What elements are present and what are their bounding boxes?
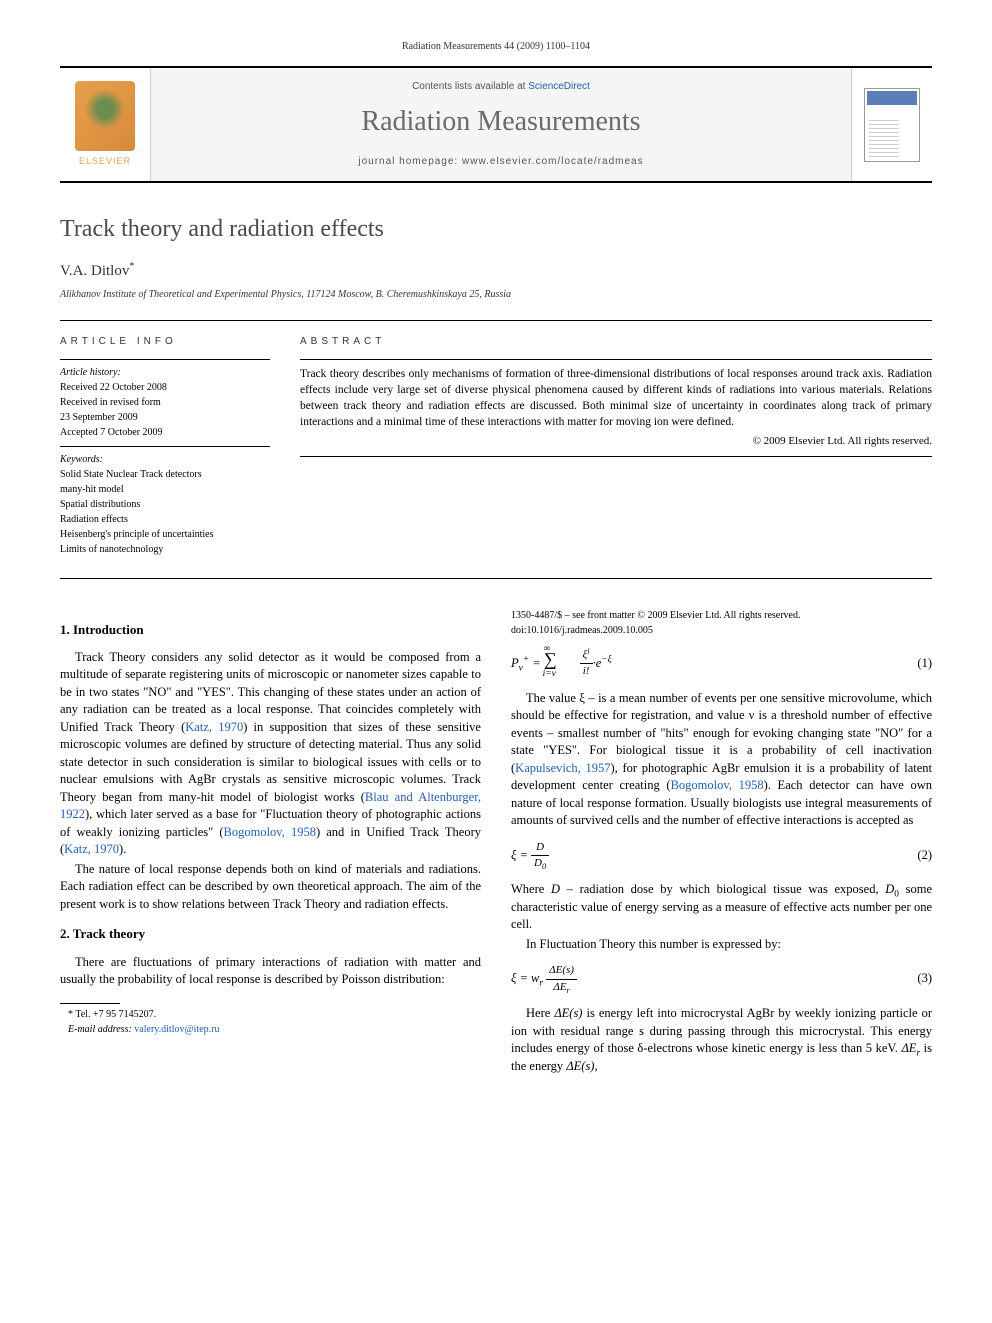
text: Where bbox=[511, 882, 551, 896]
abstract-heading: ABSTRACT bbox=[300, 335, 932, 349]
email-link[interactable]: valery.ditlov@itep.ru bbox=[134, 1024, 219, 1035]
abstract-text: Track theory describes only mechanisms o… bbox=[300, 366, 932, 430]
equation-body: ξ = DD0 bbox=[511, 840, 549, 872]
citation-link[interactable]: Katz, 1970 bbox=[185, 720, 243, 734]
elsevier-tree-icon bbox=[75, 81, 135, 151]
citation-link[interactable]: Bogomolov, 1958 bbox=[224, 825, 316, 839]
paragraph: The value ξ – is a mean number of events… bbox=[511, 690, 932, 830]
citation-link[interactable]: Katz, 1970 bbox=[64, 842, 119, 856]
footnotes: * Tel. +7 95 7145207. E-mail address: va… bbox=[60, 1008, 481, 1037]
keyword: Heisenberg's principle of uncertainties bbox=[60, 528, 270, 542]
cover-thumb-block bbox=[852, 68, 932, 181]
author-name: V.A. Ditlov bbox=[60, 263, 129, 279]
section-heading-1: 1. Introduction bbox=[60, 621, 481, 639]
keyword: many-hit model bbox=[60, 483, 270, 497]
journal-cover-icon bbox=[864, 88, 920, 162]
paragraph: There are fluctuations of primary intera… bbox=[60, 954, 481, 989]
abstract-block: ABSTRACT Track theory describes only mec… bbox=[300, 335, 932, 558]
publisher-name: ELSEVIER bbox=[79, 155, 131, 168]
keywords-label: Keywords: bbox=[60, 453, 270, 467]
contents-available-line: Contents lists available at ScienceDirec… bbox=[151, 80, 851, 94]
article-info-heading: ARTICLE INFO bbox=[60, 335, 270, 349]
body-columns: 1. Introduction Track Theory considers a… bbox=[60, 609, 932, 1075]
paragraph: Where D – radiation dose by which biolog… bbox=[511, 881, 932, 934]
article-info-block: ARTICLE INFO Article history: Received 2… bbox=[60, 335, 270, 558]
article-title: Track theory and radiation effects bbox=[60, 213, 932, 247]
keyword: Solid State Nuclear Track detectors bbox=[60, 468, 270, 482]
text: – radiation dose by which biological tis… bbox=[560, 882, 885, 896]
paragraph: Track Theory considers any solid detecto… bbox=[60, 649, 481, 859]
text: Here bbox=[526, 1006, 554, 1020]
corresponding-email-line: E-mail address: valery.ditlov@itep.ru bbox=[60, 1023, 481, 1037]
author-mark: * bbox=[129, 261, 134, 272]
equation-1: Pν+ = ∑i=ν∞ ξii!·e−ξ (1) bbox=[511, 648, 932, 680]
section-heading-2: 2. Track theory bbox=[60, 925, 481, 943]
rule bbox=[60, 320, 932, 321]
doi-line: doi:10.1016/j.radmeas.2009.10.005 bbox=[511, 624, 932, 638]
received-date: Received 22 October 2008 bbox=[60, 381, 270, 395]
text: ). bbox=[119, 842, 126, 856]
publisher-logo-block: ELSEVIER bbox=[60, 68, 150, 181]
citation-link[interactable]: Bogomolov, 1958 bbox=[671, 778, 764, 792]
keyword: Radiation effects bbox=[60, 513, 270, 527]
front-matter-line: 1350-4487/$ – see front matter © 2009 El… bbox=[511, 609, 932, 623]
authors: V.A. Ditlov* bbox=[60, 261, 932, 282]
running-header: Radiation Measurements 44 (2009) 1100–11… bbox=[60, 40, 932, 54]
footer-block: 1350-4487/$ – see front matter © 2009 El… bbox=[511, 609, 932, 638]
history-label: Article history: bbox=[60, 366, 270, 380]
keyword: Limits of nanotechnology bbox=[60, 543, 270, 557]
email-label: E-mail address: bbox=[68, 1024, 132, 1035]
paragraph: The nature of local response depends bot… bbox=[60, 861, 481, 914]
masthead: ELSEVIER Contents lists available at Sci… bbox=[60, 66, 932, 183]
equation-number: (1) bbox=[917, 655, 932, 673]
revised-l1: Received in revised form bbox=[60, 396, 270, 410]
paragraph: In Fluctuation Theory this number is exp… bbox=[511, 936, 932, 954]
accepted-date: Accepted 7 October 2009 bbox=[60, 426, 270, 440]
equation-3: ξ = wr ΔE(s)ΔEr (3) bbox=[511, 963, 932, 995]
homepage-prefix: journal homepage: bbox=[358, 156, 462, 167]
homepage-url: www.elsevier.com/locate/radmeas bbox=[462, 156, 644, 167]
paragraph: Here ΔE(s) is energy left into microcrys… bbox=[511, 1005, 932, 1075]
equation-number: (2) bbox=[917, 847, 932, 865]
equation-body: ξ = wr ΔE(s)ΔEr bbox=[511, 963, 577, 995]
equation-2: ξ = DD0 (2) bbox=[511, 840, 932, 872]
journal-homepage-line: journal homepage: www.elsevier.com/locat… bbox=[151, 155, 851, 169]
citation-link[interactable]: Kapulsevich, 1957 bbox=[515, 761, 610, 775]
revised-l2: 23 September 2009 bbox=[60, 411, 270, 425]
journal-name: Radiation Measurements bbox=[151, 102, 851, 141]
equation-number: (3) bbox=[917, 970, 932, 988]
abstract-copyright: © 2009 Elsevier Ltd. All rights reserved… bbox=[300, 434, 932, 449]
equation-body: Pν+ = ∑i=ν∞ ξii!·e−ξ bbox=[511, 648, 612, 680]
keyword: Spatial distributions bbox=[60, 498, 270, 512]
sciencedirect-link[interactable]: ScienceDirect bbox=[528, 81, 590, 92]
contents-prefix: Contents lists available at bbox=[412, 81, 528, 92]
rule bbox=[60, 578, 932, 579]
masthead-center: Contents lists available at ScienceDirec… bbox=[150, 68, 852, 181]
affiliation: Alikhanov Institute of Theoretical and E… bbox=[60, 288, 932, 302]
corresponding-tel: * Tel. +7 95 7145207. bbox=[60, 1008, 481, 1022]
footnote-separator bbox=[60, 1003, 120, 1004]
